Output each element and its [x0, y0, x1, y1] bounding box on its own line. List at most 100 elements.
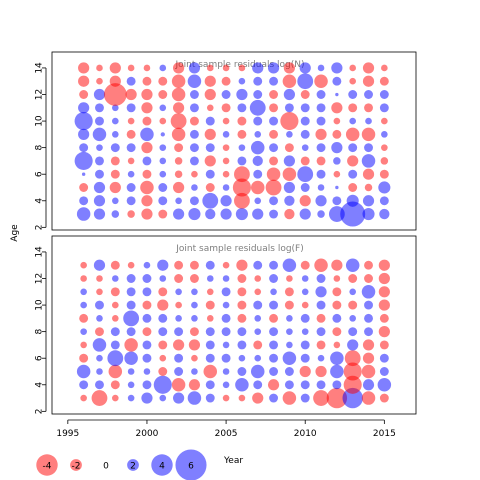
bubble [126, 103, 136, 113]
bubble [364, 183, 373, 192]
bubble [379, 340, 389, 350]
bubble [93, 259, 106, 271]
bubble [280, 112, 299, 131]
bubble [297, 166, 314, 183]
bubble [236, 88, 248, 101]
bubble [96, 288, 103, 296]
bubble [282, 167, 297, 181]
bubble [361, 127, 376, 142]
bubble [174, 157, 183, 165]
bubble [112, 301, 119, 309]
bubble [158, 76, 168, 86]
bubble [170, 113, 187, 129]
bubble [349, 77, 356, 85]
bubble [76, 207, 91, 221]
bubble [361, 364, 376, 379]
bubble [348, 169, 358, 179]
bubble [333, 275, 341, 282]
bubble [236, 259, 248, 271]
bubble [110, 169, 120, 179]
bubble [221, 353, 231, 363]
bubble [93, 181, 106, 194]
y-axis-title: Age [10, 224, 20, 242]
bubble [253, 90, 263, 99]
bubble [299, 208, 311, 220]
bubble [110, 143, 120, 153]
bubble [222, 64, 230, 72]
bubble [253, 380, 263, 390]
bubble [237, 156, 247, 166]
bubble [205, 353, 215, 363]
bubble [237, 327, 247, 337]
bubble [282, 74, 297, 88]
bubble [286, 131, 293, 138]
bubble [342, 387, 363, 409]
bubble [79, 183, 89, 192]
bubble [142, 327, 152, 337]
x-axis-title: Year [223, 456, 243, 466]
bubble [378, 181, 391, 194]
bubble [300, 156, 310, 166]
bubble [284, 300, 294, 310]
bubble [204, 128, 216, 140]
bubble [269, 129, 279, 139]
bubble [188, 379, 201, 391]
bubble [141, 195, 153, 207]
bubble [332, 380, 342, 390]
bubble [330, 364, 344, 379]
bubble [158, 367, 168, 376]
bubble [333, 157, 341, 165]
bubble [333, 341, 341, 349]
bubble [345, 258, 360, 272]
bubble [317, 210, 325, 218]
bubble [171, 378, 186, 392]
bubble [191, 315, 198, 322]
bubble [379, 103, 389, 113]
bubble [158, 183, 168, 192]
bubble [189, 116, 199, 126]
bubble [189, 260, 199, 270]
bubble [173, 102, 185, 114]
bubble [349, 288, 356, 296]
bubble [347, 155, 359, 167]
panel-frame [51, 235, 417, 415]
bubble [95, 103, 104, 113]
bubble [349, 117, 356, 125]
bubble [267, 62, 280, 74]
bubble [299, 365, 311, 378]
bubble [377, 378, 392, 392]
bubble [253, 116, 263, 126]
bubble [340, 201, 366, 227]
bubble [347, 339, 359, 351]
bubble [335, 92, 339, 97]
bubble [205, 208, 216, 220]
bubble [362, 352, 375, 364]
bubble [269, 393, 279, 403]
bubble [175, 315, 182, 322]
bubble [95, 156, 104, 166]
bubble [171, 127, 186, 142]
bubble [126, 143, 136, 153]
bubble [95, 327, 104, 337]
bubble [332, 196, 342, 206]
bubble [109, 75, 121, 87]
bubble [381, 144, 388, 151]
x-tick-label: 2005 [215, 429, 238, 439]
bubble [349, 315, 356, 322]
bubble [173, 392, 185, 404]
bubble [284, 380, 294, 390]
bubble [174, 327, 184, 337]
bubble [78, 128, 90, 140]
bubble [141, 88, 153, 101]
bubble [269, 274, 279, 283]
legend-label: -4 [43, 462, 52, 472]
bubble [141, 392, 153, 404]
bubble [112, 104, 119, 112]
bubble [331, 259, 343, 271]
bubble [205, 380, 215, 390]
bubble [361, 154, 376, 168]
bubble [235, 378, 249, 392]
bubble [234, 166, 250, 183]
bubble [232, 178, 251, 197]
bubble [253, 340, 263, 350]
